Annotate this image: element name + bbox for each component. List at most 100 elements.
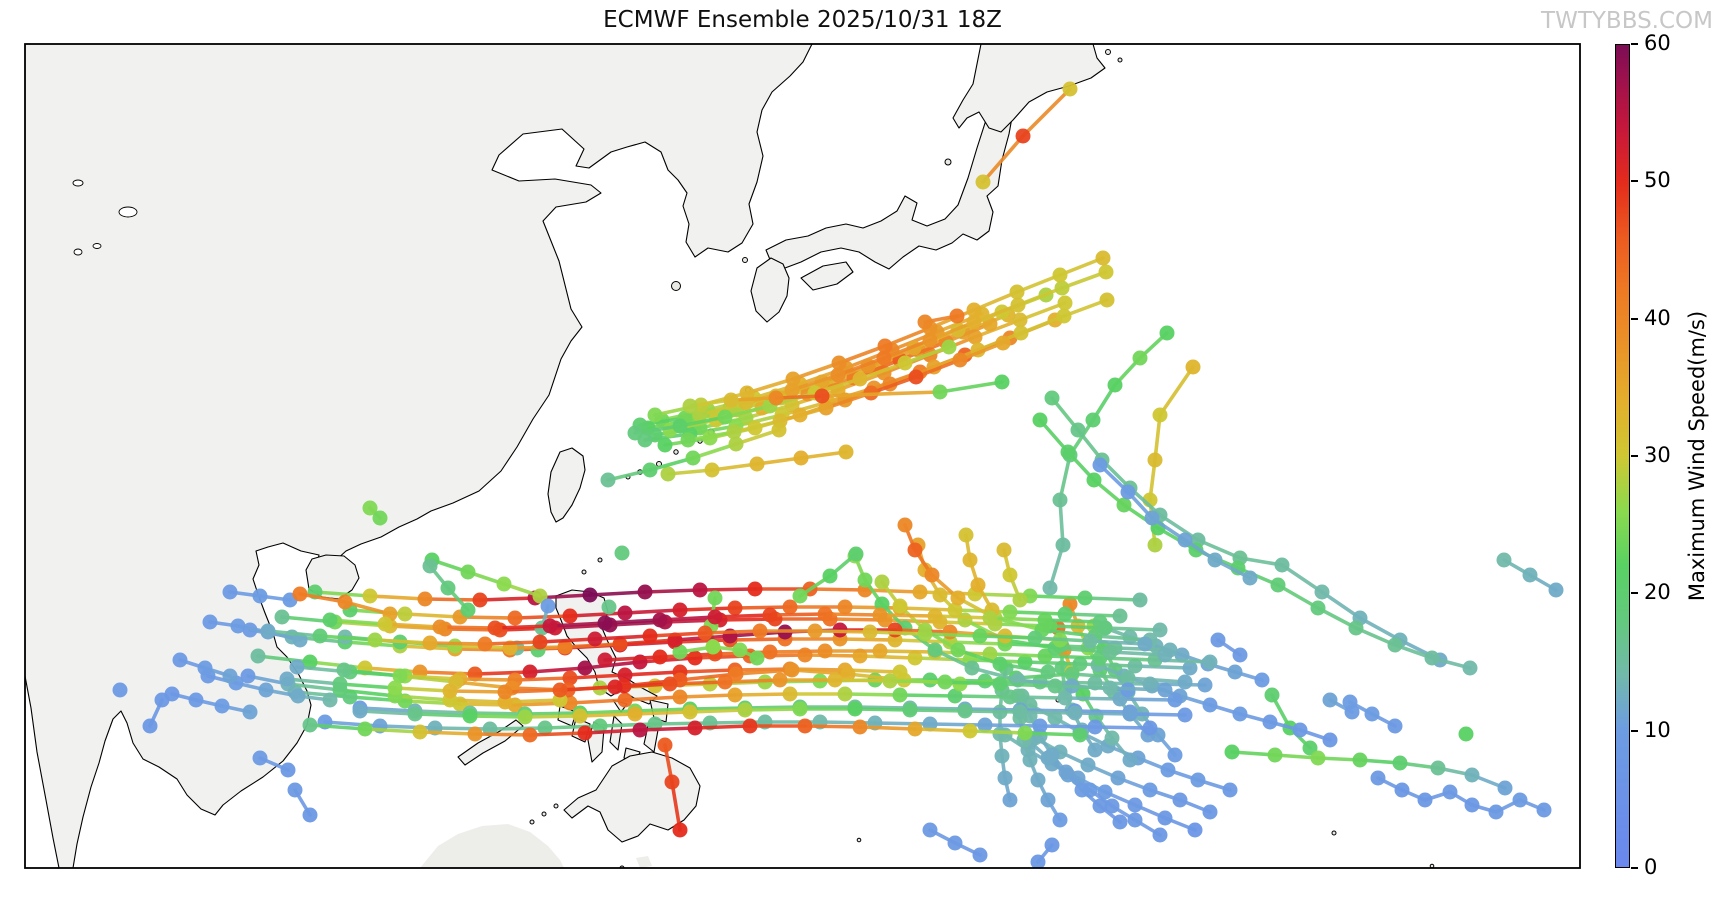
track-point [837, 599, 853, 615]
track-point [230, 618, 246, 634]
track-point [322, 692, 338, 708]
track-point [1132, 592, 1148, 608]
track-point [1522, 567, 1538, 583]
track-point [357, 721, 373, 737]
track-point [1077, 590, 1093, 606]
track-point [818, 400, 834, 416]
small-island [581, 569, 587, 575]
track-point [1072, 656, 1088, 672]
track-point [994, 748, 1010, 764]
ensemble-track [958, 527, 1000, 618]
track-point [1052, 267, 1068, 283]
track-point [797, 718, 813, 734]
track-point [1060, 444, 1076, 460]
track-point [1127, 812, 1143, 828]
ensemble-track [996, 542, 1028, 608]
track-point [1274, 557, 1290, 573]
track-point [747, 581, 763, 597]
track-point [292, 586, 308, 602]
track-point [1392, 755, 1408, 771]
track-point [662, 676, 678, 692]
small-island [671, 281, 681, 291]
track-point [907, 721, 923, 737]
track-point [1127, 797, 1143, 813]
track-point [582, 587, 598, 603]
ensemble-track [627, 339, 957, 441]
track-point [422, 558, 438, 574]
track-point [289, 659, 305, 675]
track-point [496, 576, 512, 592]
track-point [1092, 798, 1108, 814]
track-point [562, 670, 578, 686]
track-point [1224, 744, 1240, 760]
track-point [762, 644, 778, 660]
track-point [707, 609, 723, 625]
track-point [1057, 295, 1073, 311]
track-point [792, 701, 808, 717]
track-point [727, 600, 743, 616]
track-point [958, 527, 974, 543]
track-point [1122, 752, 1138, 768]
track-point [642, 462, 658, 478]
track-point [924, 567, 940, 583]
ensemble-track [614, 545, 630, 561]
track-point [950, 642, 966, 658]
track-point [1064, 666, 1080, 682]
track-point [1536, 802, 1552, 818]
colorbar [1615, 44, 1630, 868]
track-point [274, 609, 290, 625]
track-point [941, 339, 957, 355]
track-point [1197, 677, 1213, 693]
track-point [1012, 312, 1028, 328]
track-point [387, 680, 403, 696]
track-point [692, 582, 708, 598]
track-point [1022, 752, 1038, 768]
track-point [917, 314, 933, 330]
track-point [1462, 660, 1478, 676]
track-point [1092, 614, 1108, 630]
track-point [831, 355, 847, 371]
small-island [1331, 830, 1337, 836]
track-point [1270, 577, 1286, 593]
track-point [762, 607, 778, 623]
track-point [737, 702, 753, 718]
track-point [876, 350, 892, 366]
track-point [727, 687, 743, 703]
track-point [1147, 537, 1163, 553]
coastline-path [457, 719, 524, 766]
lake [72, 179, 84, 187]
track-point [467, 726, 483, 742]
colorbar-tick-label: 0 [1644, 855, 1658, 879]
track-point [632, 722, 648, 738]
track-point [1152, 622, 1168, 638]
track-point [1417, 792, 1433, 808]
track-point [1099, 292, 1115, 308]
track-point [1062, 81, 1078, 97]
track-point [966, 302, 982, 318]
track-point [322, 612, 338, 628]
track-point [279, 671, 295, 687]
track-point [852, 719, 868, 735]
track-point [1070, 422, 1086, 438]
colorbar-tick-label: 30 [1644, 443, 1671, 467]
track-point [1157, 682, 1173, 698]
track-point [1190, 772, 1206, 788]
track-point [1488, 804, 1504, 820]
track-point [1202, 697, 1218, 713]
track-point [1116, 497, 1132, 513]
track-point [942, 624, 958, 640]
colorbar-tick [1631, 867, 1638, 869]
track-point [1137, 636, 1153, 652]
track-point [922, 822, 938, 838]
track-point [1152, 827, 1168, 843]
track-point [1030, 854, 1046, 868]
track-point [1182, 660, 1198, 676]
track-point [472, 592, 488, 608]
track-point [417, 591, 433, 607]
track-point [912, 584, 928, 600]
track-point [685, 450, 701, 466]
track-point [1202, 804, 1218, 820]
track-point [1167, 692, 1183, 708]
